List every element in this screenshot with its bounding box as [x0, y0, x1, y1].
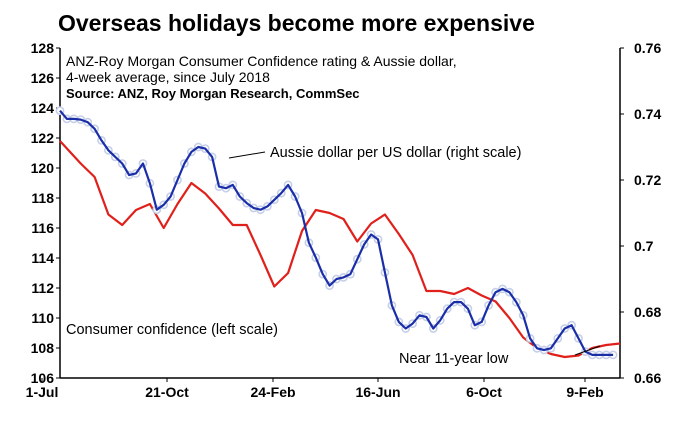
chart-subtitle-line-2: 4-week average, since July 2018 — [66, 69, 270, 85]
left-tick-label: 118 — [31, 190, 54, 206]
x-tick-label: 21-Oct — [145, 384, 189, 400]
x-tick-label: 6-Oct — [466, 384, 502, 400]
right-tick-label: 0.72 — [634, 172, 661, 188]
x-axis: 1-Jul 21-Oct 24-Feb 16-Jun 6-Oct 9-Feb — [26, 378, 604, 400]
left-tick-label: 122 — [31, 130, 55, 146]
chart-subtitle-line-1: ANZ-Roy Morgan Consumer Confidence ratin… — [66, 53, 457, 69]
chart-title: Overseas holidays become more expensive — [58, 10, 535, 36]
left-tick-label: 108 — [31, 340, 55, 356]
chart-source: Source: ANZ, Roy Morgan Research, CommSe… — [66, 86, 360, 101]
aud-line — [59, 109, 614, 356]
right-tick-label: 0.66 — [634, 370, 661, 386]
low-annotation: Near 11-year low — [399, 351, 509, 367]
x-tick-label: 16-Jun — [355, 384, 400, 400]
aud-annotation: Aussie dollar per US dollar (right scale… — [270, 145, 521, 161]
left-tick-label: 110 — [31, 310, 54, 326]
x-tick-label: 24-Feb — [250, 384, 295, 400]
left-tick-label: 116 — [31, 220, 54, 236]
cc-annotation: Consumer confidence (left scale) — [66, 322, 278, 338]
left-tick-label: 128 — [31, 40, 55, 56]
x-tick-label: 1-Jul — [26, 384, 59, 400]
left-tick-label: 124 — [31, 100, 55, 116]
x-tick-label: 9-Feb — [566, 384, 603, 400]
left-tick-label: 126 — [31, 70, 55, 86]
left-tick-label: 120 — [31, 160, 55, 176]
left-tick-label: 112 — [31, 280, 54, 296]
right-tick-label: 0.7 — [634, 238, 654, 254]
right-tick-label: 0.74 — [634, 106, 661, 122]
right-axis: 0.66 0.68 0.7 0.72 0.74 0.76 — [620, 40, 661, 386]
aud-label-leader — [228, 151, 266, 159]
low-label-leader — [574, 345, 601, 356]
right-tick-label: 0.76 — [634, 40, 661, 56]
right-tick-label: 0.68 — [634, 304, 661, 320]
left-tick-label: 114 — [31, 250, 54, 266]
